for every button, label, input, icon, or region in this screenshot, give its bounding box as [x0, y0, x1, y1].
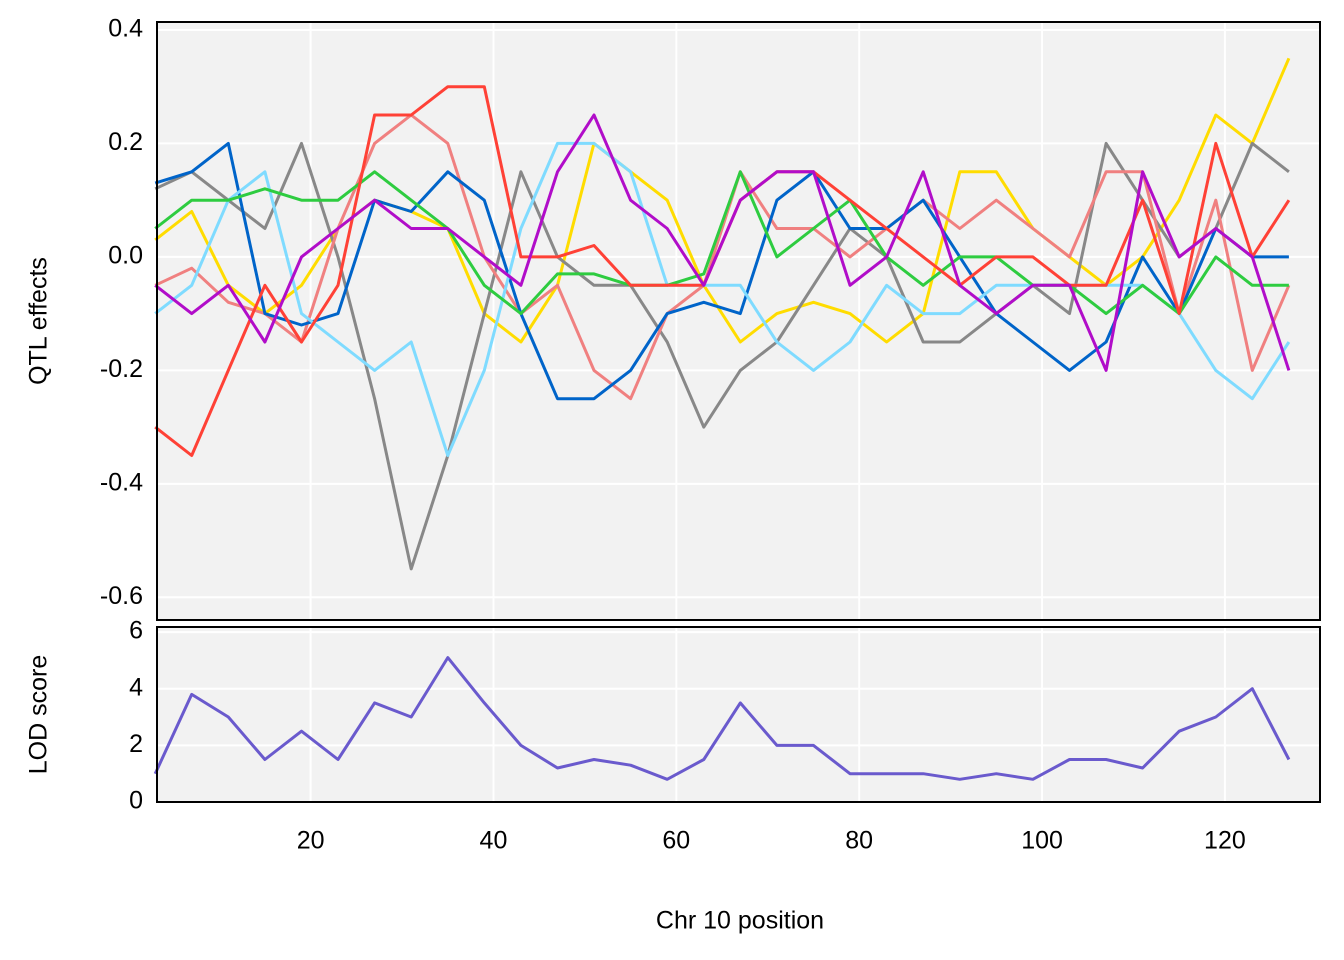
y-tick-label: -0.6: [100, 582, 143, 610]
x-tick-label: 80: [845, 827, 873, 855]
plot-border: [156, 21, 1321, 621]
series-line: [153, 656, 1291, 781]
y-tick-label: -0.4: [100, 468, 143, 496]
y-tick-label: -0.2: [100, 355, 143, 383]
x-axis-label: Chr 10 position: [656, 907, 824, 935]
y-tick-label: 0.4: [108, 15, 143, 43]
x-tick-label: 120: [1204, 827, 1246, 855]
y-tick-label: 0.0: [108, 241, 143, 269]
y-tick-label: 4: [129, 673, 143, 701]
series-line: [154, 141, 1289, 401]
plot-background: [157, 627, 1320, 802]
series-line: [154, 113, 1291, 372]
plot-background: [157, 22, 1320, 620]
y-axis-label: LOD score: [25, 655, 53, 774]
series-line: [154, 141, 1290, 571]
x-tick-label: 40: [480, 827, 508, 855]
x-tick-label: 60: [662, 827, 690, 855]
series-line: [154, 113, 1291, 401]
y-tick-label: 0.2: [108, 128, 143, 156]
x-tick-label: 20: [297, 827, 325, 855]
y-axis-label: QTL effects: [25, 257, 53, 385]
y-tick-label: 6: [129, 617, 143, 645]
series-line: [154, 170, 1289, 316]
y-tick-label: 0: [129, 787, 143, 815]
x-tick-label: 100: [1021, 827, 1063, 855]
plot-border: [156, 626, 1321, 803]
y-tick-label: 2: [129, 730, 143, 758]
